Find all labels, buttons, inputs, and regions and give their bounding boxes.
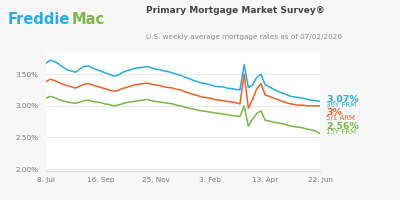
Text: 15Y FRM: 15Y FRM — [326, 129, 356, 135]
Text: Freddie: Freddie — [8, 12, 70, 27]
Text: U.S. weekly average mortgage rates as of 07/02/2020: U.S. weekly average mortgage rates as of… — [146, 34, 342, 40]
Text: 30Y FRM: 30Y FRM — [326, 102, 357, 108]
Text: 3%: 3% — [326, 108, 342, 117]
Text: Primary Mortgage Market Survey®: Primary Mortgage Market Survey® — [146, 6, 325, 15]
Text: 5/1 ARM: 5/1 ARM — [326, 115, 355, 121]
Text: 2.56%: 2.56% — [326, 122, 359, 131]
Text: Mac: Mac — [71, 12, 104, 27]
Text: 3.07%: 3.07% — [326, 95, 359, 104]
